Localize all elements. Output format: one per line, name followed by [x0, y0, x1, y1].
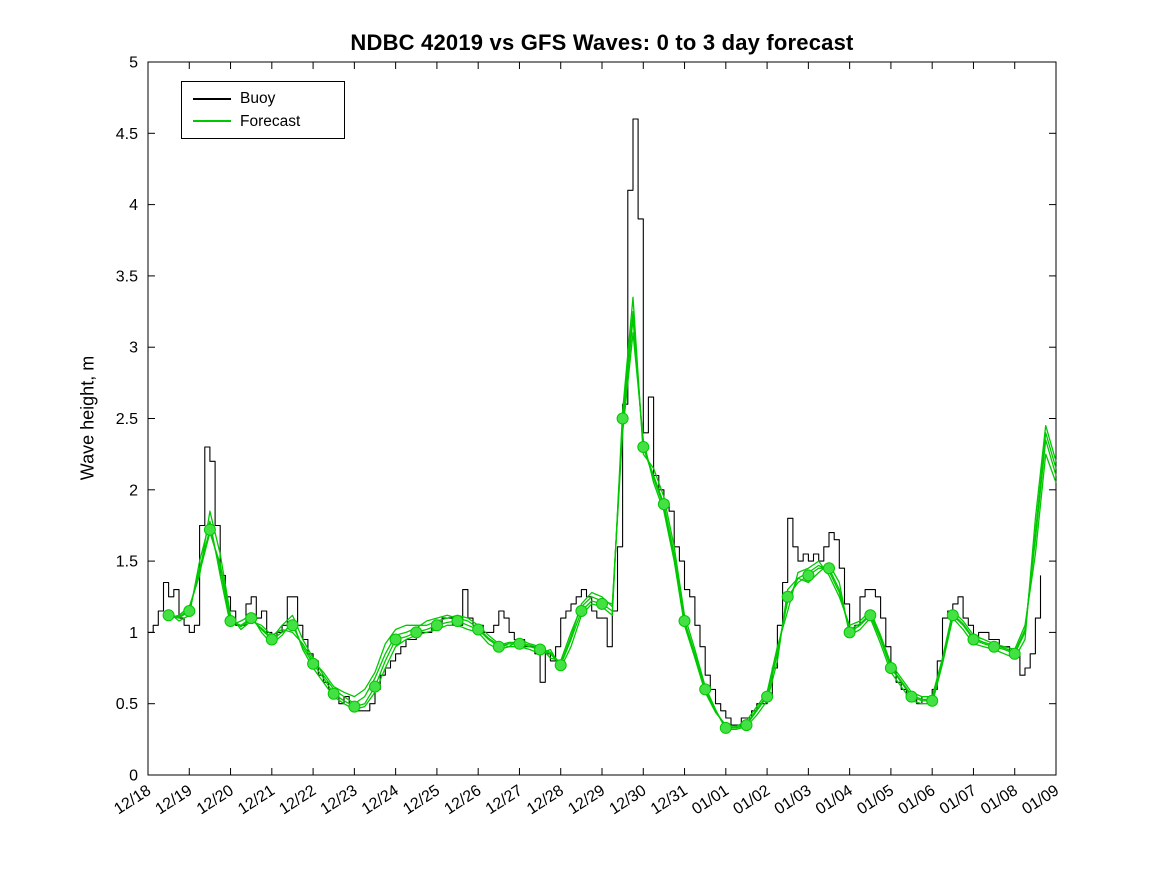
forecast-marker [761, 690, 774, 703]
forecast-marker [265, 633, 278, 646]
y-tick-label: 0.5 [116, 696, 138, 713]
x-tick-label: 01/06 [896, 782, 939, 818]
legend-label-forecast: Forecast [240, 112, 301, 130]
forecast-marker [657, 498, 670, 511]
y-tick-label: 2 [129, 482, 138, 499]
x-tick-label: 12/29 [565, 782, 608, 818]
x-tick-label: 01/02 [730, 782, 773, 818]
forecast-marker [369, 680, 381, 693]
x-tick-label: 12/18 [111, 782, 154, 818]
x-tick-label: 12/31 [648, 782, 691, 818]
y-tick-label: 0 [129, 768, 138, 785]
forecast-marker [451, 615, 464, 627]
y-tick-label: 3 [129, 340, 138, 357]
forecast-marker [327, 687, 340, 700]
y-tick-label: 2.5 [116, 411, 138, 428]
x-tick-label: 12/20 [194, 782, 237, 818]
forecast-marker [430, 619, 443, 632]
y-tick-label: 4.5 [116, 126, 138, 143]
series-forecast-4 [168, 318, 1057, 729]
x-tick-label: 12/23 [318, 782, 361, 818]
x-tick-label: 12/30 [607, 782, 650, 818]
forecast-marker [884, 662, 897, 674]
forecast-marker [224, 615, 237, 627]
forecast-marker [699, 683, 712, 696]
x-tick-label: 01/01 [689, 782, 732, 818]
forecast-marker [616, 412, 629, 425]
forecast-marker [926, 694, 939, 707]
series-buoy [148, 118, 1042, 726]
forecast-marker [307, 657, 320, 670]
series-forecast-1 [168, 310, 1057, 729]
legend-item-buoy: Buoy [193, 91, 333, 107]
x-tick-label: 12/26 [442, 782, 485, 818]
plot-box [147, 61, 1057, 776]
x-tick-label: 01/07 [937, 782, 980, 818]
y-tick-label: 5 [129, 55, 138, 72]
forecast-marker [802, 569, 815, 582]
legend-item-forecast: Forecast [193, 112, 333, 130]
series-lines [148, 118, 1057, 731]
axes [147, 61, 1057, 776]
x-tick-label: 01/05 [854, 782, 897, 818]
forecast-marker [183, 605, 196, 617]
y-tick-labels: 0 0.5 1 1.5 2 2.5 3 3.5 4 4.5 5 [116, 55, 138, 785]
buoy-line-sample [193, 97, 231, 100]
x-tick-label: 12/21 [235, 782, 278, 818]
forecast-line-sample [193, 120, 231, 123]
forecast-marker [596, 597, 608, 610]
series-forecast-3 [168, 296, 1057, 731]
forecast-marker [967, 633, 980, 646]
series-forecast-2 [168, 332, 1057, 728]
x-tick-label: 12/28 [524, 782, 567, 818]
y-tick-label: 3.5 [116, 268, 138, 285]
x-tick-label: 12/24 [359, 782, 402, 818]
forecast-marker [286, 619, 299, 632]
x-tick-label: 12/19 [153, 782, 196, 818]
forecast-marker [245, 612, 258, 625]
forecast-marker [823, 562, 835, 575]
forecast-marker [781, 590, 794, 603]
y-tick-label: 1.5 [116, 554, 138, 571]
forecast-marker [905, 690, 918, 703]
x-tick-label: 01/09 [1019, 782, 1062, 818]
forecast-marker [203, 523, 216, 536]
legend: Buoy Forecast [181, 81, 345, 139]
forecast-marker [1008, 647, 1021, 660]
forecast-marker [348, 700, 361, 713]
forecast-marker [513, 637, 526, 650]
x-tick-labels: 12/1812/1912/2012/2112/2212/2312/2412/25… [111, 782, 1062, 818]
x-tick-label: 01/03 [772, 782, 815, 818]
x-tick-label: 12/25 [400, 782, 443, 818]
chart-title: NDBC 42019 vs GFS Waves: 0 to 3 day fore… [350, 30, 854, 55]
forecast-marker [389, 633, 402, 646]
x-tick-label: 12/22 [276, 782, 319, 818]
forecast-markers [162, 412, 1021, 734]
forecast-marker [637, 441, 650, 453]
legend-label-buoy: Buoy [240, 90, 276, 107]
forecast-marker [554, 659, 567, 672]
forecast-marker [472, 623, 485, 636]
forecast-marker [492, 640, 505, 653]
forecast-marker [843, 626, 856, 639]
forecast-marker [534, 643, 547, 656]
forecast-marker [410, 626, 423, 639]
forecast-marker [740, 719, 753, 732]
forecast-marker [575, 605, 588, 617]
x-tick-label: 12/27 [483, 782, 526, 818]
forecast-marker [719, 721, 732, 734]
forecast-marker [988, 640, 1001, 653]
forecast-marker [864, 609, 877, 622]
forecast-marker [678, 615, 691, 627]
x-tick-label: 01/08 [978, 782, 1021, 818]
forecast-marker [162, 609, 175, 622]
y-tick-label: 1 [129, 625, 138, 642]
y-tick-label: 4 [129, 197, 138, 214]
forecast-marker [946, 609, 959, 622]
x-tick-label: 01/04 [813, 782, 856, 818]
